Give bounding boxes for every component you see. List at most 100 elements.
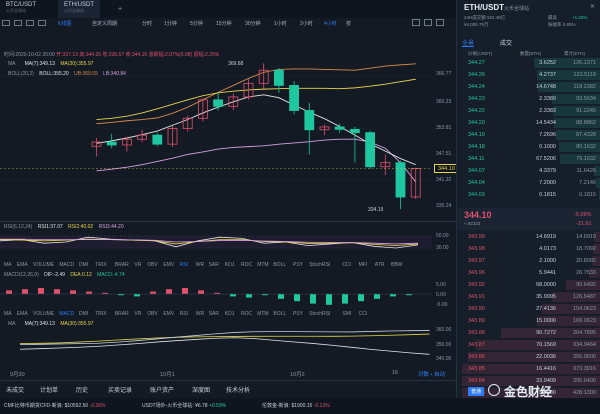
footer-item-3[interactable]: 伦敦金-新浪: $1900.15 -0.13% [262,402,330,409]
indicator-wr[interactable]: WR [195,262,205,268]
footer-item-1[interactable]: CMF比特币期货CFD-新浪: $10592.50 -3.36% [4,402,105,409]
tf-1[interactable]: 分时 [142,21,153,27]
indicator-boll[interactable]: BOLL [273,311,287,317]
indicator-volume[interactable]: VOLUME [33,311,55,317]
bottom-tab-trades[interactable]: 买卖记录 [108,388,133,394]
indicator-ma[interactable]: MA [4,311,12,317]
indicator-psy[interactable]: PSY [293,311,304,317]
ask-row[interactable]: 344.27 3.6252 126.1371 [462,58,600,68]
normal-badge[interactable]: 普通 [468,387,485,396]
settings-icon[interactable] [436,19,444,26]
bid-row[interactable]: 343.85 16.4416 373.3916 [462,364,600,374]
bottom-tab-history[interactable]: 历史 [76,388,89,394]
ask-row[interactable]: 344.04 7.2000 7.2146 [462,178,600,188]
bid-row[interactable]: 343.98 4.0173 18.7092 [462,244,600,254]
tf-2[interactable]: 1分钟 [164,21,177,27]
indicator-brar[interactable]: BRAR [114,262,129,268]
bid-row[interactable]: 343.92 68.0000 90.6492 [462,280,600,290]
indicator-obv[interactable]: OBV [147,311,158,317]
indicator-macd[interactable]: MACD [59,262,75,268]
fullscreen-icon[interactable] [412,19,420,26]
indicator-ema[interactable]: EMA [16,262,28,268]
screenshot-icon[interactable] [424,19,432,26]
tf-4[interactable]: 15分钟 [216,21,232,27]
ask-row[interactable]: 344.22 2.3383 91.2245 [462,106,600,116]
indicator-sar[interactable]: SAR [208,311,219,317]
tech-button[interactable]: 技 [346,21,352,27]
indicator-dmi[interactable]: DMI [79,311,89,317]
indicator-emv[interactable]: EMV [163,262,175,268]
ma-legend-name[interactable]: MA [8,61,16,67]
indicator-boll[interactable]: BOLL [273,262,287,268]
indicator-macd[interactable]: MACD [59,311,75,317]
indicator-emv[interactable]: EMV [163,311,175,317]
chart-mode-button[interactable]: K线图 [58,21,72,27]
indicator-trix[interactable]: TRIX [95,262,107,268]
bid-row[interactable]: 343.84 33.9409 395.6400 [462,376,600,386]
bottom-tab-plan[interactable]: 计划单 [40,388,59,394]
indicator-icon[interactable] [26,20,34,26]
bid-row[interactable]: 343.88 90.7272 264.7895 [462,328,600,338]
ask-row[interactable]: 344.23 2.3389 93.5634 [462,94,600,104]
indicator-volume[interactable]: VOLUME [33,262,55,268]
indicator-roc[interactable]: ROC [241,311,253,317]
indicator-ma[interactable]: MA [4,262,12,268]
close-icon[interactable]: ✕ [590,4,596,10]
indicator-kdj[interactable]: KDJ [224,311,235,317]
tf-6[interactable]: 1小时 [274,21,287,27]
indicator-kdj[interactable]: KDJ [224,262,235,268]
ma-bottom-name[interactable]: MA [8,321,16,327]
tf-7[interactable]: 2小时 [300,21,313,27]
chart-settings-icon[interactable] [2,20,10,26]
indicator-smi[interactable]: SMI [342,311,352,317]
ask-row[interactable]: 344.03 0.1815 0.1815 [462,190,600,200]
indicator-psy[interactable]: PSY [293,262,304,268]
indicator-bbw[interactable]: BBW [391,262,403,268]
custom-period-button[interactable]: 自定义周期 [92,21,118,27]
book-tab-trades[interactable]: 成交 [500,41,513,47]
ask-row[interactable]: 344.18 0.1000 80.1632 [462,142,600,152]
indicator-trix[interactable]: TRIX [95,311,107,317]
log-auto-toggle[interactable]: 对数 • 自动 [418,372,445,378]
tf-5[interactable]: 30分钟 [245,21,261,27]
bottom-tab-analysis[interactable]: 技术分析 [226,388,251,394]
add-tab-icon[interactable]: + [118,6,123,13]
indicator-atr[interactable]: ATR [374,262,385,268]
indicator-vr[interactable]: VR [134,311,142,317]
bid-row[interactable]: 343.87 70.1569 334.9464 [462,340,600,350]
indicator-roc[interactable]: ROC [241,262,253,268]
tab-eth-usdt[interactable]: ETH/USDT 火币全球站 [58,0,100,18]
bid-row[interactable]: 343.89 15.0000 169.0623 [462,316,600,326]
ask-row[interactable]: 344.11 67.5206 79.1632 [462,154,600,164]
bid-row[interactable]: 343.90 27.4136 154.0623 [462,304,600,314]
indicator-mtm[interactable]: MTM [257,262,269,268]
candlestick-chart[interactable] [0,58,456,220]
indicator-rsi[interactable]: RSI [179,262,188,268]
ask-row[interactable]: 344.24 14.6748 118.2382 [462,82,600,92]
tf-3[interactable]: 5分钟 [190,21,203,27]
indicator-obv[interactable]: OBV [147,262,158,268]
tf-8[interactable]: 4小时 [324,21,337,27]
bid-row[interactable]: 343.97 2.1000 20.8092 [462,256,600,266]
footer-item-2[interactable]: USDT场外-火币全球站: ¥6.78 +0.59% [142,402,226,409]
indicator-dmi[interactable]: DMI [79,262,89,268]
indicator-cci[interactable]: CCI [342,262,352,268]
indicator-mtm[interactable]: MTM [257,311,269,317]
ask-row[interactable]: 344.20 14.5434 88.8862 [462,118,600,128]
bid-row[interactable]: 343.96 5.9441 26.7533 [462,268,600,278]
ask-row[interactable]: 344.26 4.2737 122.5119 [462,70,600,80]
bottom-tab-open-orders[interactable]: 未成交 [6,388,25,394]
indicator-stochrsi[interactable]: StochRSI [309,262,331,268]
indicator-cci[interactable]: CCI [358,311,368,317]
layout-icon[interactable] [14,20,22,26]
indicator-stochrsi[interactable]: StochRSI [309,311,331,317]
bottom-tab-depth[interactable]: 深度图 [192,388,211,394]
book-tab-full[interactable]: 全景 [462,41,475,47]
indicator-sar[interactable]: SAR [208,262,219,268]
bottom-tab-assets[interactable]: 账户资产 [150,388,175,394]
macd-legend-name[interactable]: MACD(12,26,9) [4,272,39,278]
indicator-wr[interactable]: WR [195,311,205,317]
boll-legend-name[interactable]: BOLL(20,2) [8,71,34,77]
tab-btc-usdt[interactable]: BTC/USDT 火币全球站 [6,2,36,13]
indicator-rsi[interactable]: RSI [179,311,188,317]
